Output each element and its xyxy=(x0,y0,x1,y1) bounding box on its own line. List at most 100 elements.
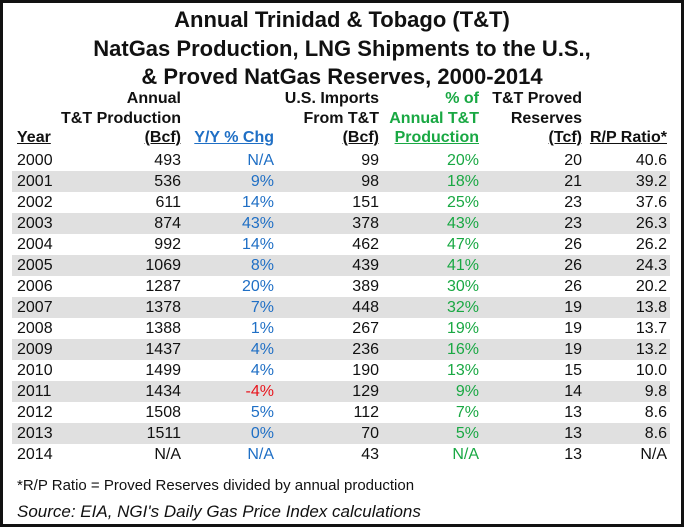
cell-pct-of-production: 19% xyxy=(446,319,479,337)
cell-yoy-change: 4% xyxy=(182,338,275,360)
cell-rp-ratio: 13.2 xyxy=(583,338,670,360)
header-rp-ratio: R/P Ratio* xyxy=(589,129,667,146)
title-line-1: Annual Trinidad & Tobago (T&T) xyxy=(174,7,510,32)
cell-proved-reserves: 19 xyxy=(480,338,583,360)
cell-proved-reserves: 13 xyxy=(564,445,582,463)
table-row: 2003 874 43% 378 43% 23 26.3 xyxy=(12,212,670,234)
cell-rp-ratio: 26.2 xyxy=(635,235,667,253)
cell-year: 2010 xyxy=(17,361,53,379)
cell-production: 874 xyxy=(60,212,182,234)
cell-proved-reserves: 14 xyxy=(480,380,583,402)
header-production: Annual T&T Production (Bcf) xyxy=(61,90,181,146)
table-row: 2006 1287 20% 389 30% 26 20.2 xyxy=(12,276,670,297)
cell-year: 2008 xyxy=(17,319,53,337)
header-pct-of-production: % of Annual T&T Production xyxy=(389,90,479,146)
cell-proved-reserves: 21 xyxy=(480,170,583,192)
cell-us-imports: 129 xyxy=(275,380,380,402)
cell-us-imports: 98 xyxy=(275,170,380,192)
cell-production: 536 xyxy=(60,170,182,192)
footnote: *R/P Ratio = Proved Reserves divided by … xyxy=(17,477,415,494)
cell-year: 2011 xyxy=(12,380,60,402)
cell-pct-of-production: 32% xyxy=(380,296,480,318)
cell-rp-ratio: 9.8 xyxy=(583,380,670,402)
cell-production: 1437 xyxy=(60,338,182,360)
cell-yoy-change: 43% xyxy=(182,212,275,234)
cell-yoy-change: 8% xyxy=(182,254,275,276)
cell-proved-reserves: 23 xyxy=(564,193,582,211)
cell-us-imports: 99 xyxy=(361,151,379,169)
cell-year: 2014 xyxy=(17,445,53,463)
cell-yoy-change: 20% xyxy=(241,277,274,295)
header-yoy-change: Y/Y % Chg xyxy=(194,129,274,146)
cell-proved-reserves: 20 xyxy=(564,151,582,169)
cell-rp-ratio: 13.7 xyxy=(635,319,667,337)
cell-yoy-change: N/A xyxy=(247,151,274,169)
cell-rp-ratio: 20.2 xyxy=(635,277,667,295)
cell-pct-of-production: 25% xyxy=(446,193,479,211)
cell-rp-ratio: 40.6 xyxy=(635,151,667,169)
cell-rp-ratio: 24.3 xyxy=(583,254,670,276)
cell-us-imports: 462 xyxy=(352,235,379,253)
cell-pct-of-production: N/A xyxy=(452,445,479,463)
cell-rp-ratio: 10.0 xyxy=(635,361,667,379)
cell-pct-of-production: 13% xyxy=(446,361,479,379)
table-row: 2002 611 14% 151 25% 23 37.6 xyxy=(12,192,670,213)
cell-production: N/A xyxy=(154,445,181,463)
header-row: Year Annual T&T Production (Bcf) Y/Y % Chg… xyxy=(12,89,670,150)
cell-production: 1388 xyxy=(145,319,181,337)
cell-year: 2013 xyxy=(12,422,60,444)
cell-production: 992 xyxy=(154,235,181,253)
cell-year: 2002 xyxy=(17,193,53,211)
cell-pct-of-production: 5% xyxy=(380,422,480,444)
cell-pct-of-production: 16% xyxy=(380,338,480,360)
cell-production: 1499 xyxy=(145,361,181,379)
cell-production: 1069 xyxy=(60,254,182,276)
cell-us-imports: 70 xyxy=(275,422,380,444)
cell-us-imports: 378 xyxy=(275,212,380,234)
cell-proved-reserves: 15 xyxy=(564,361,582,379)
table-row: 2000 493 N/A 99 20% 20 40.6 xyxy=(12,150,670,171)
header-proved-reserves: T&T Proved Reserves (Tcf) xyxy=(492,90,582,146)
table-row: 2004 992 14% 462 47% 26 26.2 xyxy=(12,234,670,255)
cell-us-imports: 112 xyxy=(353,403,379,421)
table-row: 2007 1378 7% 448 32% 19 13.8 xyxy=(12,296,670,318)
cell-pct-of-production: 18% xyxy=(380,170,480,192)
table-row: 2008 1388 1% 267 19% 19 13.7 xyxy=(12,318,670,339)
data-table: Year Annual T&T Production (Bcf) Y/Y % Chg… xyxy=(12,89,670,465)
cell-rp-ratio: 26.3 xyxy=(583,212,670,234)
cell-yoy-change: 5% xyxy=(250,403,274,421)
cell-pct-of-production: 9% xyxy=(380,380,480,402)
cell-yoy-change: 7% xyxy=(182,296,275,318)
cell-proved-reserves: 13 xyxy=(564,403,582,421)
cell-us-imports: 267 xyxy=(352,319,379,337)
cell-us-imports: 151 xyxy=(352,193,379,211)
cell-pct-of-production: 20% xyxy=(446,151,479,169)
cell-us-imports: 43 xyxy=(361,445,379,463)
header-us-imports: U.S. Imports From T&T (Bcf) xyxy=(284,90,379,146)
cell-pct-of-production: 30% xyxy=(446,277,479,295)
cell-production: 611 xyxy=(155,193,181,211)
title-line-2: NatGas Production, LNG Shipments to the … xyxy=(93,35,591,61)
cell-production: 1378 xyxy=(60,296,182,318)
table-body: 2000 493 N/A 99 20% 20 40.6 2001 536 9% 98 18% 21 39.… xyxy=(12,150,670,465)
cell-rp-ratio: 13.8 xyxy=(583,296,670,318)
cell-us-imports: 448 xyxy=(275,296,380,318)
cell-us-imports: 439 xyxy=(275,254,380,276)
cell-yoy-change: -4% xyxy=(182,380,275,402)
table-row: 2013 1511 0% 70 5% 13 8.6 xyxy=(12,422,670,444)
cell-proved-reserves: 19 xyxy=(564,319,582,337)
cell-rp-ratio: 39.2 xyxy=(583,170,670,192)
cell-yoy-change: 0% xyxy=(182,422,275,444)
table-row: 2014 N/A N/A 43 N/A 13 N/A xyxy=(12,444,670,465)
cell-production: 1434 xyxy=(60,380,182,402)
cell-year: 2005 xyxy=(12,254,60,276)
table-row: 2001 536 9% 98 18% 21 39.2 xyxy=(12,170,670,192)
cell-rp-ratio: 37.6 xyxy=(635,193,667,211)
cell-us-imports: 236 xyxy=(275,338,380,360)
cell-pct-of-production: 41% xyxy=(380,254,480,276)
cell-proved-reserves: 19 xyxy=(480,296,583,318)
cell-production: 1511 xyxy=(60,422,182,444)
cell-rp-ratio: N/A xyxy=(640,445,667,463)
cell-proved-reserves: 26 xyxy=(564,235,582,253)
